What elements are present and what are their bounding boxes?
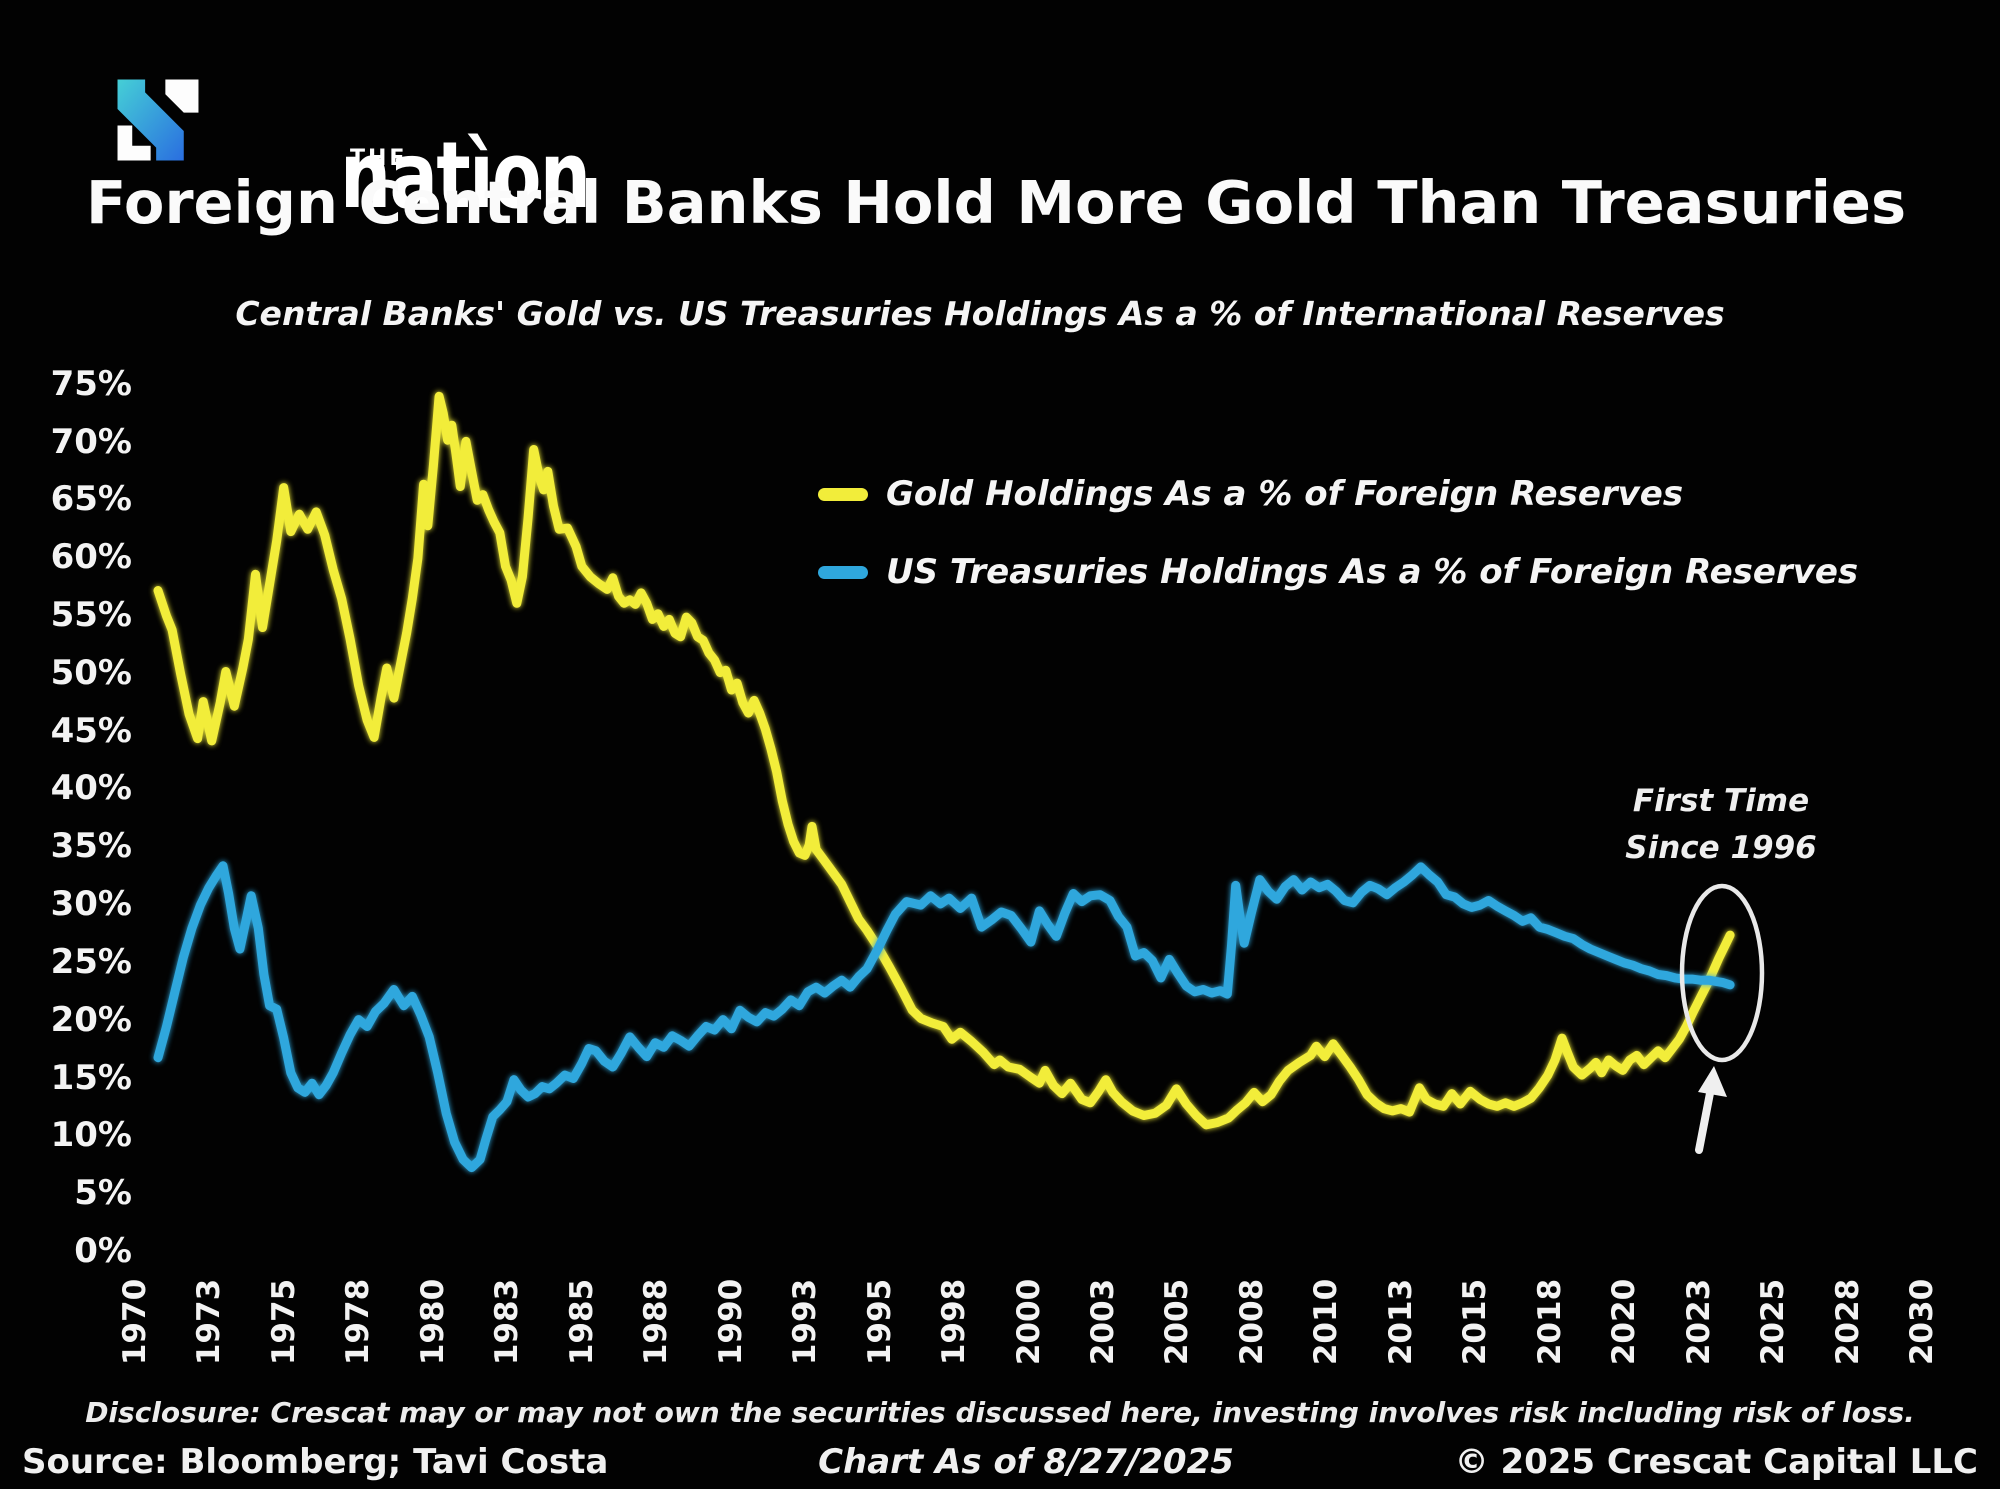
x-tick-2018: 2018: [1531, 1278, 1568, 1366]
x-tick-2010: 2010: [1308, 1278, 1345, 1366]
x-tick-2005: 2005: [1159, 1278, 1196, 1366]
y-tick-75%: 75%: [50, 363, 132, 404]
x-tick-2020: 2020: [1606, 1278, 1643, 1366]
x-tick-1975: 1975: [265, 1278, 302, 1366]
x-tick-1980: 1980: [414, 1278, 451, 1366]
copyright-text: © 2025 Crescat Capital LLC: [1454, 1442, 1978, 1482]
highlight-ellipse: [1679, 883, 1765, 1063]
annotation-first-time-since-1996: First Time Since 1996: [1601, 778, 1841, 871]
nation-logo-icon: [117, 79, 199, 161]
series-line-treasuries: [153, 861, 1735, 1173]
x-tick-2025: 2025: [1755, 1278, 1792, 1366]
x-tick-2003: 2003: [1084, 1278, 1121, 1366]
x-tick-1978: 1978: [340, 1278, 377, 1366]
x-tick-1990: 1990: [712, 1278, 749, 1366]
series-line-gold: [153, 391, 1735, 1130]
y-tick-45%: 45%: [50, 710, 132, 751]
y-tick-25%: 25%: [50, 941, 132, 982]
x-tick-2015: 2015: [1457, 1278, 1494, 1366]
x-tick-1985: 1985: [563, 1278, 600, 1366]
legend-label-treasuries: US Treasuries Holdings As a % of Foreign…: [886, 552, 1859, 592]
y-tick-10%: 10%: [50, 1115, 132, 1156]
page-title: Foreign Central Banks Hold More Gold Tha…: [86, 168, 1907, 237]
x-tick-2028: 2028: [1829, 1278, 1866, 1366]
y-tick-5%: 5%: [74, 1173, 132, 1214]
legend-item-gold: Gold Holdings As a % of Foreign Reserves: [818, 474, 1683, 514]
y-tick-65%: 65%: [50, 479, 132, 520]
x-tick-2030: 2030: [1904, 1278, 1941, 1366]
legend-label-gold: Gold Holdings As a % of Foreign Reserves: [886, 474, 1684, 514]
y-tick-15%: 15%: [50, 1057, 132, 1098]
x-tick-1988: 1988: [638, 1278, 675, 1366]
x-tick-2023: 2023: [1680, 1278, 1717, 1366]
x-tick-1983: 1983: [489, 1278, 526, 1366]
treasuries-line-swatch: [818, 565, 868, 579]
x-tick-1995: 1995: [861, 1278, 898, 1366]
y-tick-40%: 40%: [50, 768, 132, 809]
y-tick-0%: 0%: [74, 1231, 132, 1271]
y-tick-30%: 30%: [50, 884, 132, 925]
x-tick-2008: 2008: [1233, 1278, 1270, 1366]
y-tick-55%: 55%: [50, 594, 132, 635]
annotation-line2: Since 1996: [1625, 829, 1817, 866]
up-arrow-icon: [1695, 1066, 1727, 1154]
disclosure-text: Disclosure: Crescat may or may not own t…: [85, 1396, 1915, 1429]
x-tick-1973: 1973: [191, 1278, 228, 1366]
x-tick-2013: 2013: [1382, 1278, 1419, 1366]
chart-subtitle: Central Banks' Gold vs. US Treasuries Ho…: [235, 294, 1725, 333]
logo-name-text: natìon: [340, 122, 591, 229]
gold-line-swatch: [818, 487, 868, 501]
x-tick-1993: 1993: [787, 1278, 824, 1366]
y-tick-35%: 35%: [50, 826, 132, 867]
y-tick-60%: 60%: [50, 537, 132, 578]
legend-item-treasuries: US Treasuries Holdings As a % of Foreign…: [818, 552, 1858, 592]
as-of-text: Chart As of 8/27/2025: [818, 1442, 1234, 1482]
x-tick-1970: 1970: [117, 1278, 153, 1366]
y-tick-70%: 70%: [50, 421, 132, 462]
annotation-line1: First Time: [1632, 783, 1810, 819]
y-tick-20%: 20%: [50, 999, 132, 1040]
x-tick-1998: 1998: [936, 1278, 973, 1366]
source-text: Source: Bloomberg; Tavi Costa: [22, 1442, 609, 1482]
y-tick-50%: 50%: [50, 652, 132, 693]
x-tick-2000: 2000: [1010, 1278, 1047, 1366]
logo-the-text: THE: [350, 146, 408, 171]
series-lines: [153, 391, 1735, 1173]
